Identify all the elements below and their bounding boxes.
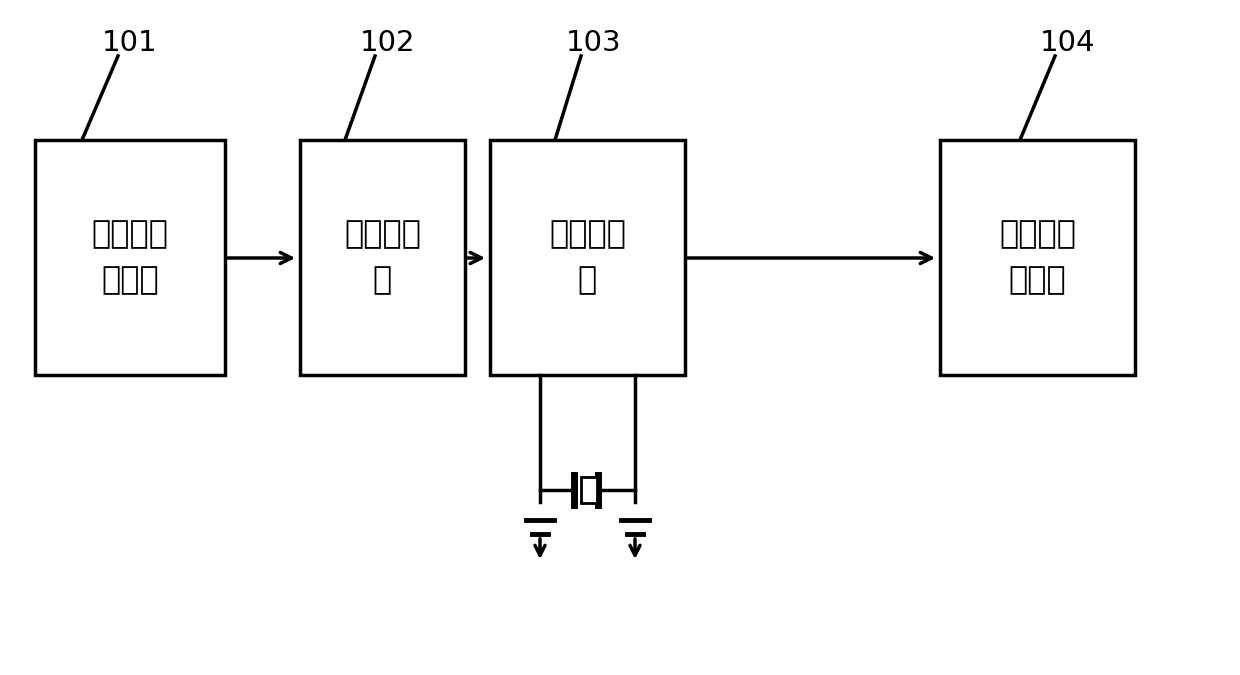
Bar [35, 140, 224, 375]
Bar [580, 477, 596, 503]
Text: 宽带调制
器: 宽带调制 器 [343, 219, 422, 296]
Text: 激励信号
发生器: 激励信号 发生器 [92, 219, 169, 296]
Bar [490, 140, 684, 375]
Text: 104: 104 [1040, 29, 1096, 57]
Bar [940, 140, 1135, 375]
Text: 101: 101 [102, 29, 157, 57]
Text: 晶体振荡
器: 晶体振荡 器 [549, 219, 626, 296]
Text: 103: 103 [567, 29, 621, 57]
Bar [300, 140, 465, 375]
Text: 102: 102 [361, 29, 415, 57]
Text: 振荡幅度
检测器: 振荡幅度 检测器 [999, 219, 1076, 296]
